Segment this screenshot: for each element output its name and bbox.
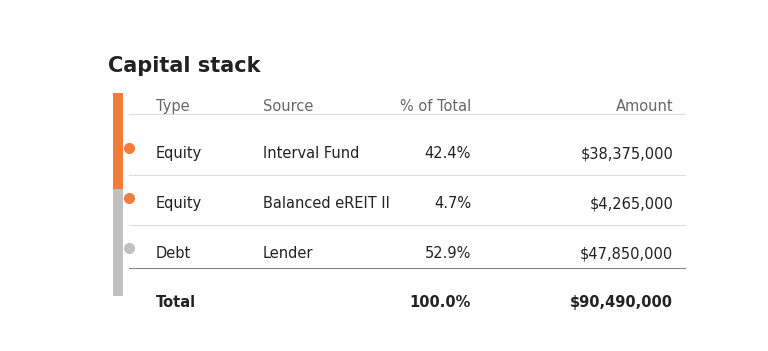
Text: Debt: Debt xyxy=(155,246,190,261)
Bar xyxy=(113,93,124,179)
Text: $47,850,000: $47,850,000 xyxy=(580,246,674,261)
Text: Equity: Equity xyxy=(155,146,202,161)
Text: $4,265,000: $4,265,000 xyxy=(590,196,674,211)
Text: Interval Fund: Interval Fund xyxy=(263,146,359,161)
Text: Source: Source xyxy=(263,99,313,114)
Text: $38,375,000: $38,375,000 xyxy=(581,146,674,161)
Text: $90,490,000: $90,490,000 xyxy=(571,295,674,310)
Text: 100.0%: 100.0% xyxy=(409,295,471,310)
Text: Type: Type xyxy=(155,99,189,114)
Text: % of Total: % of Total xyxy=(399,99,471,114)
Bar xyxy=(113,189,124,296)
Text: Total: Total xyxy=(155,295,196,310)
Text: Equity: Equity xyxy=(155,196,202,211)
Bar xyxy=(113,179,124,189)
Text: Amount: Amount xyxy=(616,99,674,114)
Text: 52.9%: 52.9% xyxy=(425,246,471,261)
Text: Lender: Lender xyxy=(263,246,313,261)
Text: Balanced eREIT II: Balanced eREIT II xyxy=(263,196,389,211)
Text: 4.7%: 4.7% xyxy=(434,196,471,211)
Text: 42.4%: 42.4% xyxy=(425,146,471,161)
Text: Capital stack: Capital stack xyxy=(108,56,260,75)
